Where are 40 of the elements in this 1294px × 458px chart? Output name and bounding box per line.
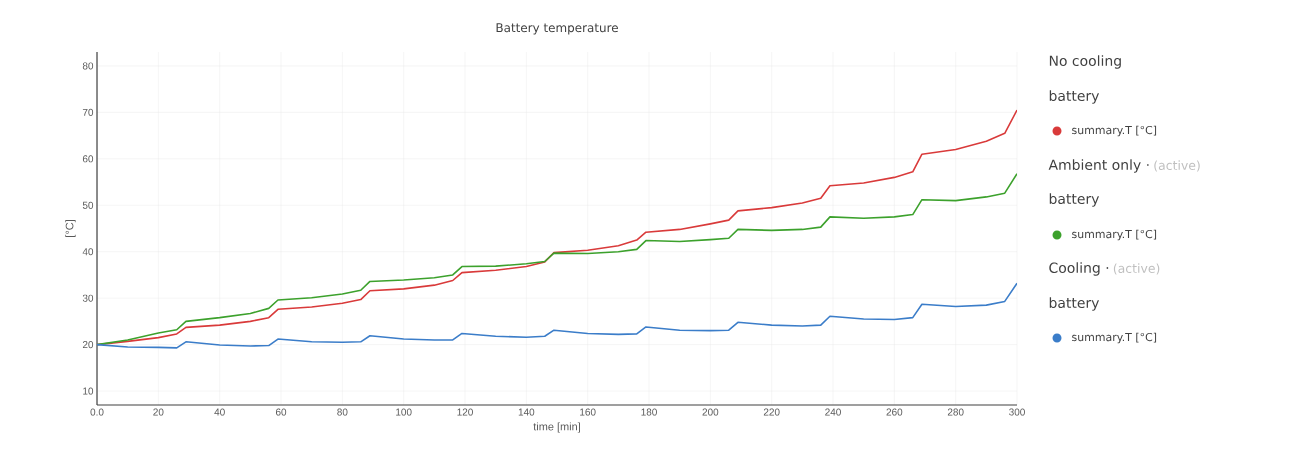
- y-tick-label: 20: [82, 341, 94, 349]
- y-axis-title: [°C]: [65, 220, 76, 237]
- text: (active): [1113, 263, 1160, 275]
- x-tick-label: 240: [825, 408, 841, 416]
- x-axis-title: time [min]: [533, 422, 580, 433]
- x-tick-label: 260: [886, 408, 903, 416]
- x-tick-label: 280: [947, 408, 964, 416]
- y-tick-label: 10: [83, 387, 94, 395]
- line-series: [97, 172, 1018, 346]
- x-tick-label: 100: [396, 408, 412, 416]
- legend-label: summary.T [°C]: [1072, 332, 1157, 344]
- x-tick-label: 0.0: [90, 408, 104, 416]
- y-tick-label: 70: [82, 108, 94, 116]
- line-series: [97, 282, 1018, 349]
- x-tick-label: 160: [580, 408, 596, 416]
- text: (active): [1154, 160, 1200, 172]
- x-tick-label: 120: [457, 408, 473, 416]
- text: battery: [1049, 90, 1100, 104]
- text: No cooling: [1049, 55, 1121, 69]
- y-tick-label: 30: [82, 294, 94, 302]
- text: Ambient only ·: [1048, 159, 1149, 173]
- chart-title: Battery temperature: [496, 23, 618, 35]
- text: battery: [1049, 297, 1100, 311]
- x-tick-label: 140: [518, 408, 535, 416]
- x-tick-label: 60: [275, 408, 287, 416]
- legend-label: summary.T [°C]: [1072, 125, 1157, 137]
- y-tick-label: 60: [82, 155, 94, 163]
- x-tick-label: 40: [214, 408, 225, 416]
- y-tick-label: 40: [82, 248, 94, 256]
- y-tick-label: 80: [82, 62, 94, 70]
- x-tick-label: 20: [153, 408, 164, 416]
- x-tick-label: 180: [641, 408, 657, 416]
- x-tick-label: 300: [1009, 408, 1025, 416]
- x-tick-label: 200: [702, 408, 719, 416]
- text: battery: [1049, 193, 1100, 207]
- legend-label: summary.T [°C]: [1072, 229, 1157, 241]
- y-tick-label: 50: [82, 201, 94, 209]
- x-tick-label: 80: [337, 408, 348, 416]
- text: Cooling ·: [1049, 262, 1109, 276]
- x-tick-label: 220: [763, 408, 780, 416]
